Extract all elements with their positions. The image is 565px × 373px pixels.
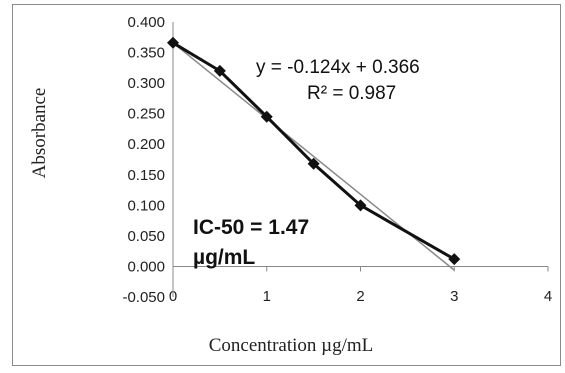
data-point <box>167 36 179 49</box>
y-tick-label: -0.050 <box>122 289 165 306</box>
x-tick-marks <box>172 266 549 272</box>
r-squared-label: R² = 0.987 <box>307 83 396 104</box>
x-tick-label: 3 <box>450 288 458 305</box>
y-tick-labels: 0.400 0.350 0.300 0.250 0.200 0.150 0.100 0.050… <box>122 14 165 306</box>
trendline-equation: y = -0.124x + 0.366 <box>256 57 420 78</box>
x-tick-label: 4 <box>544 288 552 305</box>
data-markers <box>167 36 461 266</box>
y-tick-label: 0.100 <box>127 197 165 214</box>
y-tick-label: 0.000 <box>127 258 165 275</box>
y-axis-title: Absorbance <box>29 88 50 179</box>
y-tick-label: 0.400 <box>127 14 165 31</box>
y-tick-label: 0.350 <box>127 45 165 62</box>
series-line <box>172 41 455 261</box>
data-point <box>260 110 273 123</box>
ic50-label-line1: IC-50 = 1.47 <box>193 216 309 239</box>
absorbance-chart: 0.400 0.350 0.300 0.250 0.200 0.150 0.100 0.050… <box>29 14 552 356</box>
chart-frame: 0.400 0.350 0.300 0.250 0.200 0.150 0.100 0.050… <box>12 4 561 366</box>
data-point <box>213 64 226 77</box>
data-point <box>354 199 367 212</box>
y-tick-label: 0.250 <box>127 106 165 123</box>
y-tick-label: 0.150 <box>127 167 165 184</box>
x-axis-title: Concentration µg/mL <box>209 335 374 356</box>
y-tick-label: 0.200 <box>127 136 165 153</box>
y-tick-label: 0.300 <box>127 75 165 92</box>
ic50-label-line2: µg/mL <box>193 246 255 269</box>
data-point <box>448 253 461 266</box>
y-tick-label: 0.050 <box>127 228 165 245</box>
x-tick-label: 1 <box>263 288 271 305</box>
x-tick-label: 2 <box>356 288 364 305</box>
data-point <box>307 157 320 170</box>
